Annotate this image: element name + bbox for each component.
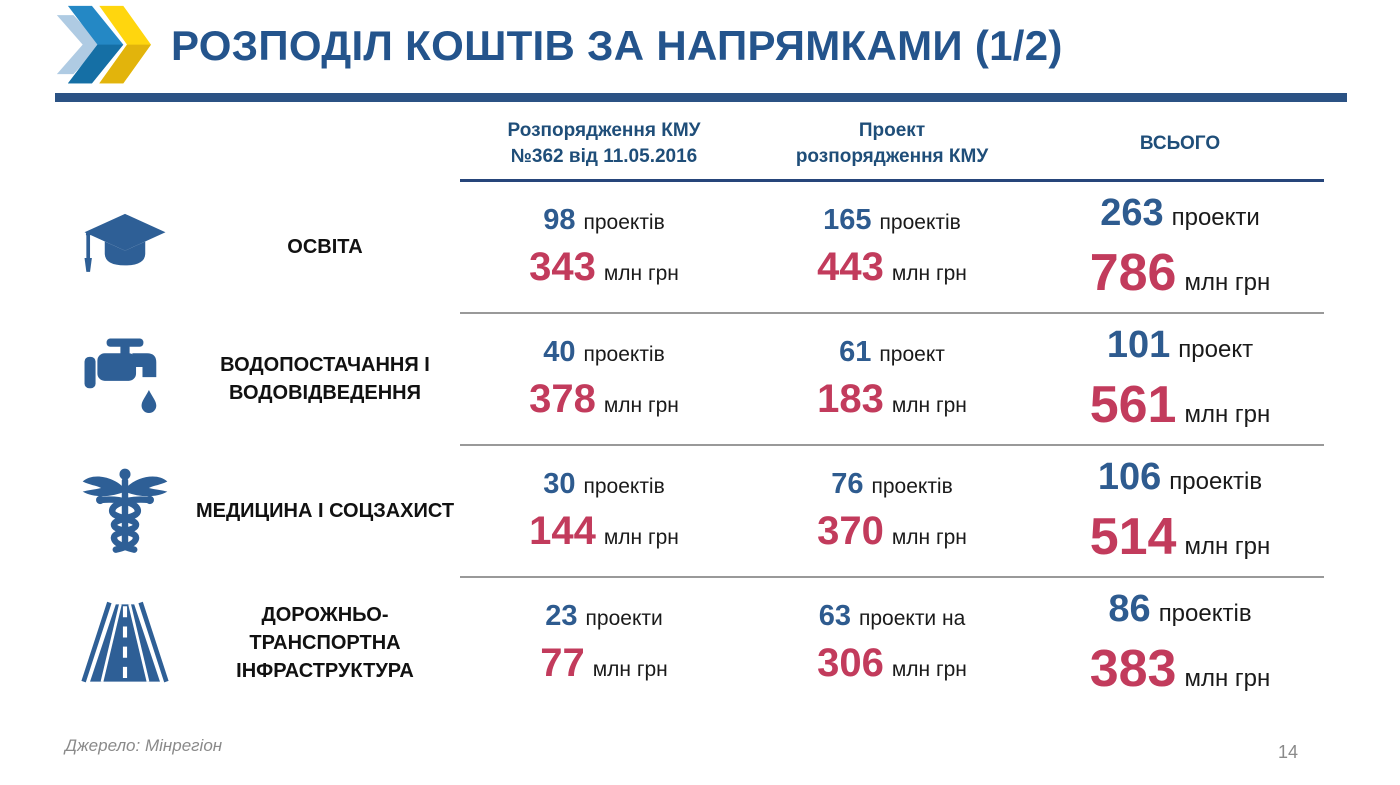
column-header-decree: Розпорядження КМУ №362 від 11.05.2016 [507, 120, 701, 167]
source-note: Джерело: Мінрегіон [65, 736, 223, 755]
column-header-draft-decree: Проект розпорядження КМУ [795, 120, 989, 167]
graduation-cap-icon [60, 201, 190, 293]
cell-medicine-decree: 30 проектів 144 млн грн [529, 468, 679, 553]
double-chevron-logo-icon [55, 4, 151, 88]
table-row-medicine: МЕДИЦИНА І СОЦЗАХИСТ 30 проектів 144 млн г… [60, 446, 1324, 576]
cell-water-decree: 40 проектів 378 млн грн [529, 336, 679, 421]
row-label-education: ОСВІТА [287, 236, 363, 258]
table-row-roads: ДОРОЖНЬО-ТРАНСПОРТНА ІНФРАСТРУКТУРА 23 пр… [60, 578, 1324, 708]
road-icon [60, 597, 190, 689]
row-separator [460, 576, 1324, 578]
slide-header: РОЗПОДІЛ КОШТІВ ЗА НАПРЯМКАМИ (1/2) [55, 0, 1063, 92]
title-accent-bar [55, 93, 1347, 102]
cell-roads-total: 86 проектів 383 млн грн [1089, 587, 1271, 698]
funding-table: Розпорядження КМУ №362 від 11.05.2016 Пр… [60, 112, 1324, 708]
cell-roads-decree: 23 проекти 77 млн грн [540, 600, 668, 685]
cell-education-draft: 165 проектів 443 млн грн [817, 204, 967, 289]
table-row-water: ВОДОПОСТАЧАННЯ І ВОДОВІДВЕДЕННЯ 40 проект… [60, 314, 1324, 444]
column-header-total: ВСЬОГО [1139, 133, 1221, 155]
page-title: РОЗПОДІЛ КОШТІВ ЗА НАПРЯМКАМИ (1/2) [171, 22, 1063, 69]
table-row-education: ОСВІТА 98 проектів 343 млн грн 165 проектів… [60, 182, 1324, 312]
cell-education-decree: 98 проектів 343 млн грн [529, 204, 679, 289]
cell-water-draft: 61 проект 183 млн грн [817, 336, 967, 421]
row-separator [460, 444, 1324, 446]
cell-water-total: 101 проект 561 млн грн [1089, 323, 1271, 434]
row-separator [460, 312, 1324, 314]
row-label-water: ВОДОПОСТАЧАННЯ І ВОДОВІДВЕДЕННЯ [220, 354, 430, 404]
row-label-roads: ДОРОЖНЬО-ТРАНСПОРТНА ІНФРАСТРУКТУРА [236, 604, 414, 682]
caduceus-icon [60, 465, 190, 557]
page-number: 14 [1277, 742, 1298, 762]
cell-roads-draft: 63 проекти на 306 млн грн [817, 600, 967, 685]
row-label-medicine: МЕДИЦИНА І СОЦЗАХИСТ [195, 500, 455, 522]
header-underline [460, 179, 1324, 182]
cell-medicine-total: 106 проектів 514 млн грн [1089, 455, 1271, 566]
cell-education-total: 263 проекти 786 млн грн [1089, 191, 1271, 302]
table-header-row: Розпорядження КМУ №362 від 11.05.2016 Пр… [460, 112, 1324, 176]
cell-medicine-draft: 76 проектів 370 млн грн [817, 468, 967, 553]
faucet-icon [60, 333, 190, 425]
